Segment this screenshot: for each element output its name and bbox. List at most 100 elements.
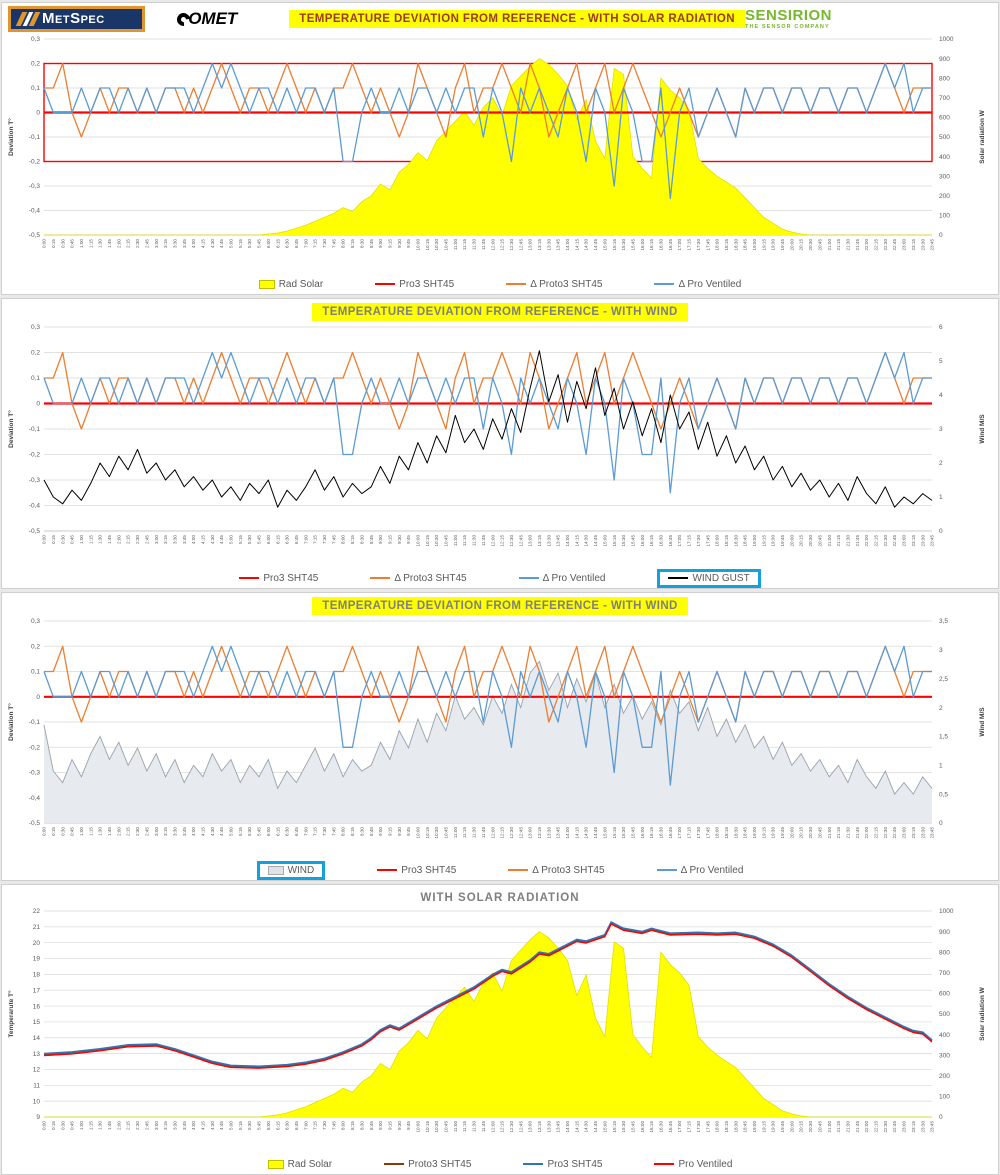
svg-text:0,1: 0,1 xyxy=(31,375,40,382)
svg-text:300: 300 xyxy=(939,173,950,180)
svg-text:11:45: 11:45 xyxy=(481,535,486,547)
svg-text:1:30: 1:30 xyxy=(98,827,103,836)
svg-text:10:45: 10:45 xyxy=(444,535,449,547)
svg-text:14:00: 14:00 xyxy=(565,827,570,839)
svg-text:14:30: 14:30 xyxy=(584,827,589,839)
svg-text:21: 21 xyxy=(33,924,41,931)
legend-label: Proto3 SHT45 xyxy=(408,1158,472,1170)
svg-text:4:45: 4:45 xyxy=(219,535,224,544)
svg-text:8:15: 8:15 xyxy=(350,827,355,836)
svg-text:11:30: 11:30 xyxy=(472,1121,477,1133)
svg-text:200: 200 xyxy=(939,1073,950,1080)
svg-text:-0,1: -0,1 xyxy=(29,134,41,141)
svg-text:23:15: 23:15 xyxy=(911,1121,916,1133)
svg-text:7:30: 7:30 xyxy=(322,827,327,836)
legend-label: Δ Pro Ventiled xyxy=(542,572,606,584)
svg-text:12:15: 12:15 xyxy=(500,827,505,839)
svg-text:4:00: 4:00 xyxy=(191,827,196,836)
svg-text:21:45: 21:45 xyxy=(855,239,860,251)
svg-text:17:15: 17:15 xyxy=(687,535,692,547)
svg-text:3:15: 3:15 xyxy=(163,239,168,248)
svg-text:10:00: 10:00 xyxy=(415,535,420,547)
svg-text:19:00: 19:00 xyxy=(752,827,757,839)
svg-text:1:30: 1:30 xyxy=(98,1121,103,1130)
svg-text:18:30: 18:30 xyxy=(733,535,738,547)
legend-label: Pro Ventiled xyxy=(678,1158,733,1170)
svg-text:8:30: 8:30 xyxy=(359,827,364,836)
svg-text:2,5: 2,5 xyxy=(939,676,948,683)
svg-text:17:45: 17:45 xyxy=(705,535,710,547)
svg-text:-0,2: -0,2 xyxy=(29,159,41,166)
svg-text:21:30: 21:30 xyxy=(845,239,850,251)
svg-text:4:15: 4:15 xyxy=(201,535,206,544)
svg-text:18:15: 18:15 xyxy=(724,827,729,839)
svg-text:20:00: 20:00 xyxy=(789,535,794,547)
svg-text:20:00: 20:00 xyxy=(789,239,794,251)
svg-text:7:15: 7:15 xyxy=(313,827,318,836)
svg-text:14:45: 14:45 xyxy=(593,239,598,251)
svg-text:18:15: 18:15 xyxy=(724,239,729,251)
svg-text:13:45: 13:45 xyxy=(556,239,561,251)
svg-text:0,2: 0,2 xyxy=(31,350,40,357)
svg-text:-0,3: -0,3 xyxy=(29,770,41,777)
svg-text:0:00: 0:00 xyxy=(42,827,47,836)
svg-text:22:00: 22:00 xyxy=(864,535,869,547)
svg-text:800: 800 xyxy=(939,949,950,956)
chart-2-legend: Pro3 SHT45 Δ Proto3 SHT45 Δ Pro Ventiled WI… xyxy=(2,568,998,588)
svg-text:11:00: 11:00 xyxy=(453,239,458,251)
legend-swatch xyxy=(239,576,260,580)
svg-text:19:45: 19:45 xyxy=(780,239,785,251)
svg-text:16:15: 16:15 xyxy=(649,1121,654,1133)
svg-text:900: 900 xyxy=(939,56,950,63)
svg-text:7:00: 7:00 xyxy=(303,1121,308,1130)
svg-text:8:15: 8:15 xyxy=(350,535,355,544)
svg-text:0:30: 0:30 xyxy=(60,239,65,248)
svg-text:5:45: 5:45 xyxy=(257,827,262,836)
svg-text:7:30: 7:30 xyxy=(322,1121,327,1130)
svg-text:22:00: 22:00 xyxy=(864,239,869,251)
svg-text:10:00: 10:00 xyxy=(415,1121,420,1133)
svg-text:23:30: 23:30 xyxy=(920,239,925,251)
svg-text:12:00: 12:00 xyxy=(490,1121,495,1133)
chart-2-title: TEMPERATURE DEVIATION FROM REFERENCE - W… xyxy=(312,303,688,321)
legend-swatch xyxy=(267,865,284,875)
svg-text:18:45: 18:45 xyxy=(743,535,748,547)
svg-text:15:30: 15:30 xyxy=(621,1121,626,1133)
svg-text:19:15: 19:15 xyxy=(761,1121,766,1133)
chart-1-legend: Rad Solar Pro3 SHT45 Δ Proto3 SHT45 Δ Pro V… xyxy=(2,274,998,294)
svg-text:22:15: 22:15 xyxy=(874,535,879,547)
legend-label: Pro3 SHT45 xyxy=(263,572,319,584)
svg-text:3:00: 3:00 xyxy=(154,239,159,248)
svg-text:9:00: 9:00 xyxy=(378,239,383,248)
svg-text:6:30: 6:30 xyxy=(285,827,290,836)
svg-text:12:15: 12:15 xyxy=(500,239,505,251)
svg-text:13:45: 13:45 xyxy=(556,535,561,547)
svg-text:-0,3: -0,3 xyxy=(29,477,41,484)
chart-3-canvas: 0,3 0,2 0,1 0 -0,1 -0,2 -0,3 -0,4 -0,5 3,5 3 2,5 2 1,… xyxy=(7,618,986,839)
svg-text:5:30: 5:30 xyxy=(247,827,252,836)
legend-label: Pro3 SHT45 xyxy=(399,278,455,290)
legend-label: Pro3 SHT45 xyxy=(547,1158,603,1170)
svg-text:12:30: 12:30 xyxy=(509,1121,514,1133)
svg-text:5:00: 5:00 xyxy=(229,239,234,248)
svg-text:23:45: 23:45 xyxy=(930,1121,935,1133)
svg-text:3:30: 3:30 xyxy=(172,827,177,836)
svg-text:21:45: 21:45 xyxy=(855,827,860,839)
svg-text:20:15: 20:15 xyxy=(799,1121,804,1133)
svg-text:15:30: 15:30 xyxy=(621,535,626,547)
svg-text:21:30: 21:30 xyxy=(845,1121,850,1133)
svg-text:20:45: 20:45 xyxy=(817,535,822,547)
svg-text:20:45: 20:45 xyxy=(817,1121,822,1133)
svg-text:2:15: 2:15 xyxy=(126,1121,131,1130)
svg-text:10:15: 10:15 xyxy=(425,827,430,839)
svg-text:4:00: 4:00 xyxy=(191,535,196,544)
svg-text:1:45: 1:45 xyxy=(107,239,112,248)
svg-text:23:15: 23:15 xyxy=(911,239,916,251)
svg-text:1:45: 1:45 xyxy=(107,827,112,836)
svg-text:0,2: 0,2 xyxy=(31,61,40,68)
svg-text:6:00: 6:00 xyxy=(266,827,271,836)
svg-text:20:45: 20:45 xyxy=(817,239,822,251)
svg-text:12:45: 12:45 xyxy=(518,239,523,251)
svg-text:16: 16 xyxy=(33,1003,41,1010)
